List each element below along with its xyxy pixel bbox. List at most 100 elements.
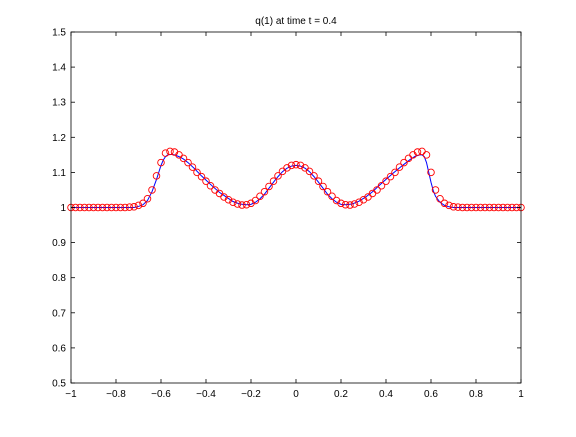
data-point-marker	[94, 203, 102, 212]
data-point-marker	[283, 164, 291, 172]
y-tick-label: 1.3	[52, 98, 66, 109]
data-point-marker	[242, 200, 251, 209]
data-point-marker	[143, 194, 152, 203]
y-tick-label: 1.1	[52, 168, 66, 179]
data-point-marker	[193, 168, 201, 177]
data-point-marker	[166, 147, 174, 156]
data-point-marker	[382, 177, 390, 185]
data-point-marker	[490, 203, 498, 212]
data-point-marker	[305, 167, 314, 176]
data-point-marker	[431, 186, 440, 194]
data-point-marker	[157, 158, 165, 167]
x-tick-label: −0.8	[106, 389, 126, 400]
data-point-marker	[386, 172, 395, 181]
data-point-marker	[391, 168, 399, 177]
data-point-marker	[260, 187, 269, 196]
data-point-marker	[125, 203, 134, 211]
data-point-marker	[197, 172, 206, 181]
data-point-marker	[323, 187, 332, 196]
data-point-marker	[112, 203, 120, 212]
data-point-marker	[107, 203, 116, 212]
y-tick-label: 0.8	[52, 273, 66, 284]
data-point-marker	[130, 203, 138, 211]
data-point-marker	[188, 163, 197, 171]
data-point-marker	[350, 200, 359, 208]
data-point-marker	[202, 177, 210, 185]
data-point-marker	[134, 201, 143, 210]
data-point-marker	[152, 172, 161, 180]
data-point-marker	[476, 203, 485, 212]
data-point-marker	[449, 203, 458, 211]
x-tick-label: −1	[65, 389, 77, 400]
data-point-marker	[499, 203, 507, 212]
plot-lines	[71, 154, 521, 208]
x-tick-label: 0.6	[424, 389, 438, 400]
data-point-marker	[508, 203, 516, 212]
data-point-marker	[314, 177, 323, 185]
data-point-marker	[296, 161, 305, 170]
data-point-marker	[400, 158, 408, 167]
data-point-marker	[373, 186, 381, 194]
x-tick-label: 0.2	[334, 389, 348, 400]
data-point-marker	[206, 181, 215, 190]
data-point-marker	[328, 192, 336, 201]
data-point-marker	[269, 177, 278, 185]
y-tick-label: 0.6	[52, 343, 66, 354]
data-point-marker	[413, 148, 422, 156]
data-point-marker	[337, 199, 345, 208]
data-point-marker	[89, 203, 98, 212]
y-tick-label: 1.2	[52, 133, 66, 144]
x-axis-ticks: −1 −0.8 −0.6 −0.4 −0.2 0 0.2 0.4 0.6 0.8 1	[65, 32, 524, 400]
data-point-marker	[229, 198, 237, 206]
chart-title: q(1) at time t = 0.4	[255, 16, 337, 27]
data-point-marker	[485, 203, 494, 212]
data-point-marker	[238, 201, 246, 209]
data-point-marker	[445, 201, 453, 210]
data-point-marker	[98, 203, 107, 212]
data-point-marker	[346, 201, 354, 209]
x-tick-label: −0.4	[196, 389, 216, 400]
x-tick-label: 1	[518, 389, 524, 400]
data-point-marker	[233, 200, 242, 208]
series-line	[71, 154, 521, 208]
data-point-marker	[440, 199, 449, 208]
data-point-marker	[292, 160, 300, 169]
data-point-marker	[148, 186, 156, 194]
data-point-marker	[310, 172, 318, 180]
data-point-marker	[224, 196, 233, 204]
data-point-marker	[395, 163, 404, 171]
data-point-marker	[85, 203, 93, 212]
data-point-marker	[418, 147, 426, 156]
y-tick-label: 1.5	[52, 28, 66, 39]
data-point-marker	[467, 203, 476, 212]
data-point-marker	[179, 154, 188, 163]
x-tick-label: 0	[293, 389, 299, 400]
data-point-marker	[377, 181, 386, 190]
data-point-marker	[427, 168, 435, 177]
y-tick-label: 1	[60, 203, 66, 214]
data-point-marker	[103, 203, 111, 212]
data-point-marker	[76, 203, 84, 212]
data-point-marker	[121, 203, 129, 212]
x-tick-label: 0.4	[379, 389, 393, 400]
data-point-marker	[458, 203, 467, 212]
data-point-marker	[481, 203, 489, 212]
y-axis-ticks: 0.5 0.6 0.7 0.8 0.9 1 1.1 1.2 1.3 1.4 1.5	[52, 28, 521, 390]
data-point-marker	[274, 172, 282, 180]
y-tick-label: 0.9	[52, 238, 66, 249]
y-tick-label: 0.7	[52, 308, 66, 319]
data-point-marker	[494, 203, 503, 212]
data-point-marker	[80, 203, 89, 212]
data-point-marker	[463, 203, 471, 212]
data-point-marker	[251, 196, 260, 205]
data-point-marker	[265, 182, 273, 191]
data-point-marker	[454, 203, 462, 211]
x-tick-label: −0.2	[241, 389, 261, 400]
data-point-marker	[436, 194, 444, 203]
data-point-marker	[287, 161, 296, 170]
data-point-marker	[472, 203, 480, 212]
x-tick-label: −0.6	[151, 389, 171, 400]
data-point-marker	[422, 151, 431, 159]
